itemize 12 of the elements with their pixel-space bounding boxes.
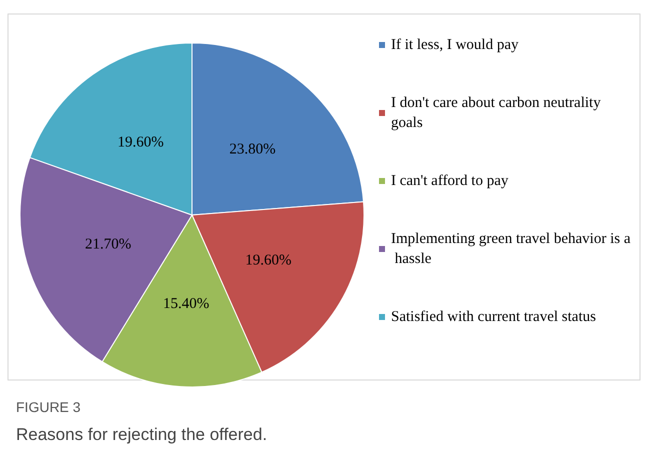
text: Reasons for rejecting the offered. [16, 425, 268, 444]
legend-label: I can't afford to pay [391, 173, 509, 189]
data-label: 15.40% [163, 296, 210, 312]
legend-label: I don't care about carbon neutrality goals [391, 95, 604, 131]
data-label: 19.60% [245, 252, 292, 269]
legend-label: If it less, I would pay [391, 37, 519, 53]
data-label: 21.70% [84, 236, 132, 253]
data-label: 23.80% [229, 142, 276, 158]
caption: FIGURE 3 [16, 399, 81, 415]
data-label: 19.60% [118, 134, 164, 150]
legend-label: Implementing green travel behavior is a hassle [391, 231, 631, 267]
legend-label: Satisfied with current travel status [391, 309, 596, 325]
